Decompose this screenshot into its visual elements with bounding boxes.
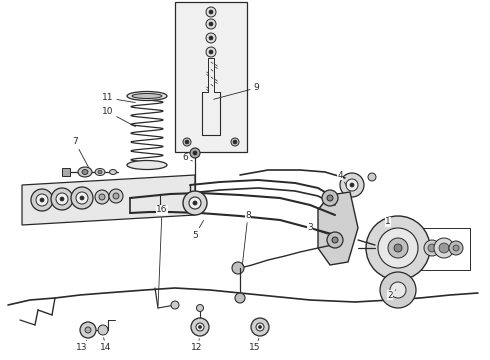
Polygon shape [318, 192, 358, 265]
Text: 7: 7 [72, 138, 89, 167]
Text: 2: 2 [387, 290, 396, 300]
Circle shape [259, 325, 262, 328]
Circle shape [439, 243, 449, 253]
Circle shape [434, 238, 454, 258]
Circle shape [183, 138, 191, 146]
Polygon shape [22, 175, 195, 225]
Ellipse shape [132, 94, 162, 99]
Circle shape [235, 293, 245, 303]
Ellipse shape [98, 170, 102, 174]
Circle shape [327, 195, 333, 201]
Text: 11: 11 [102, 94, 135, 103]
Circle shape [390, 282, 406, 298]
Circle shape [206, 7, 216, 17]
Circle shape [449, 241, 463, 255]
Circle shape [31, 189, 53, 211]
Circle shape [346, 179, 358, 191]
Ellipse shape [78, 167, 92, 177]
Circle shape [185, 140, 189, 144]
Circle shape [366, 216, 430, 280]
Circle shape [428, 244, 436, 252]
Circle shape [209, 50, 213, 54]
Circle shape [251, 318, 269, 336]
Circle shape [193, 151, 197, 155]
Circle shape [109, 189, 123, 203]
Circle shape [388, 238, 408, 258]
Circle shape [190, 148, 200, 158]
Circle shape [340, 173, 364, 197]
Text: 4: 4 [337, 171, 346, 186]
Circle shape [206, 19, 216, 29]
Circle shape [453, 245, 459, 251]
Text: 6: 6 [182, 153, 193, 162]
Circle shape [36, 194, 48, 206]
Circle shape [171, 301, 179, 309]
Text: 1: 1 [385, 217, 393, 228]
Ellipse shape [82, 170, 88, 175]
Text: 3: 3 [307, 224, 327, 234]
Ellipse shape [95, 168, 105, 175]
Circle shape [76, 192, 88, 204]
Polygon shape [62, 168, 70, 176]
Circle shape [191, 318, 209, 336]
Circle shape [206, 33, 216, 43]
Circle shape [209, 22, 213, 26]
Circle shape [80, 322, 96, 338]
Text: 13: 13 [76, 341, 88, 352]
Circle shape [232, 262, 244, 274]
Circle shape [256, 323, 264, 331]
Circle shape [209, 36, 213, 40]
Ellipse shape [109, 170, 117, 175]
Circle shape [51, 188, 73, 210]
Text: 8: 8 [243, 211, 251, 265]
Circle shape [60, 197, 64, 201]
Circle shape [98, 325, 108, 335]
Circle shape [206, 47, 216, 57]
Circle shape [378, 228, 418, 268]
Circle shape [332, 237, 338, 243]
Circle shape [196, 323, 204, 331]
Circle shape [95, 190, 109, 204]
Text: 16: 16 [156, 206, 168, 305]
Circle shape [113, 193, 119, 199]
Circle shape [189, 197, 201, 209]
Circle shape [196, 305, 203, 311]
Text: 15: 15 [249, 338, 261, 352]
Text: 10: 10 [102, 108, 136, 127]
Circle shape [71, 187, 93, 209]
Circle shape [198, 325, 201, 328]
Circle shape [231, 138, 239, 146]
Circle shape [193, 201, 197, 205]
Circle shape [322, 190, 338, 206]
Text: 12: 12 [191, 339, 203, 352]
Circle shape [380, 272, 416, 308]
Circle shape [394, 244, 402, 252]
Text: 14: 14 [100, 338, 112, 352]
Circle shape [327, 232, 343, 248]
Circle shape [80, 196, 84, 200]
Ellipse shape [127, 91, 167, 100]
Circle shape [85, 327, 91, 333]
Text: 5: 5 [192, 220, 203, 239]
Circle shape [209, 10, 213, 14]
Circle shape [99, 194, 105, 200]
Text: 9: 9 [214, 84, 259, 99]
Circle shape [40, 198, 44, 202]
Circle shape [368, 173, 376, 181]
Circle shape [424, 240, 440, 256]
Circle shape [233, 140, 237, 144]
Circle shape [183, 191, 207, 215]
Circle shape [350, 183, 354, 187]
Circle shape [56, 193, 68, 205]
Bar [175, 2, 247, 152]
Ellipse shape [127, 161, 167, 170]
